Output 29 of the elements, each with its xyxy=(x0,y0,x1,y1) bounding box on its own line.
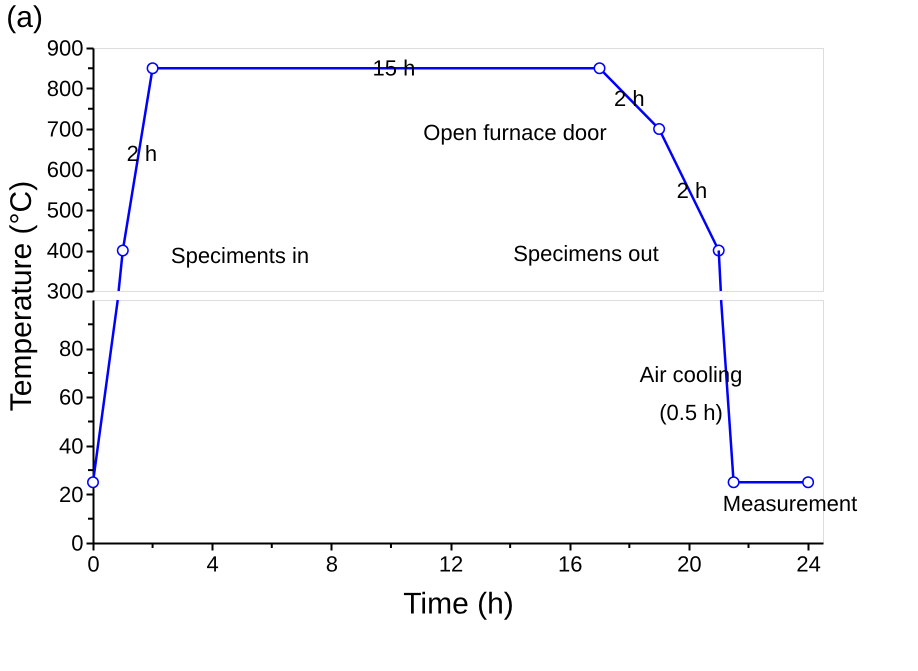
annotation: 2 h xyxy=(126,141,158,166)
x-tick-label: 16 xyxy=(558,552,582,576)
x-tick-label: 20 xyxy=(677,552,702,576)
x-axis-title: Time (h) xyxy=(403,588,514,620)
x-tick-label: 24 xyxy=(796,552,821,576)
y-axis-title: Temperature (°C) xyxy=(4,180,38,412)
y-tick-label: 300 xyxy=(46,278,84,304)
y-tick-label: 800 xyxy=(46,76,84,101)
y-tick-label: 600 xyxy=(46,157,84,182)
chart-title: (a) xyxy=(6,1,43,34)
annotation: Specimens out xyxy=(513,241,659,266)
annotation: 2 h xyxy=(676,178,708,203)
annotation: Speciments in xyxy=(170,243,310,268)
x-tick-label: 0 xyxy=(87,552,100,576)
x-tick-label: 12 xyxy=(438,552,464,576)
y-tick-label: 900 xyxy=(46,36,84,60)
y-tick-label: 0 xyxy=(71,530,84,556)
y-tick-label: 40 xyxy=(59,433,84,458)
y-tick-label: 80 xyxy=(59,336,84,362)
y-tick-label: 20 xyxy=(59,482,84,507)
x-tick-label: 8 xyxy=(326,552,338,576)
y-tick-label: 700 xyxy=(46,116,84,142)
y-tick-label: 60 xyxy=(59,384,84,410)
x-tick-label: 4 xyxy=(206,552,219,576)
annotation: Open furnace door xyxy=(423,120,607,145)
annotation: Measurement xyxy=(722,491,858,516)
annotation: 2 h xyxy=(614,86,645,112)
y-tick-label: 400 xyxy=(46,238,84,263)
y-tick-label: 500 xyxy=(46,198,84,222)
